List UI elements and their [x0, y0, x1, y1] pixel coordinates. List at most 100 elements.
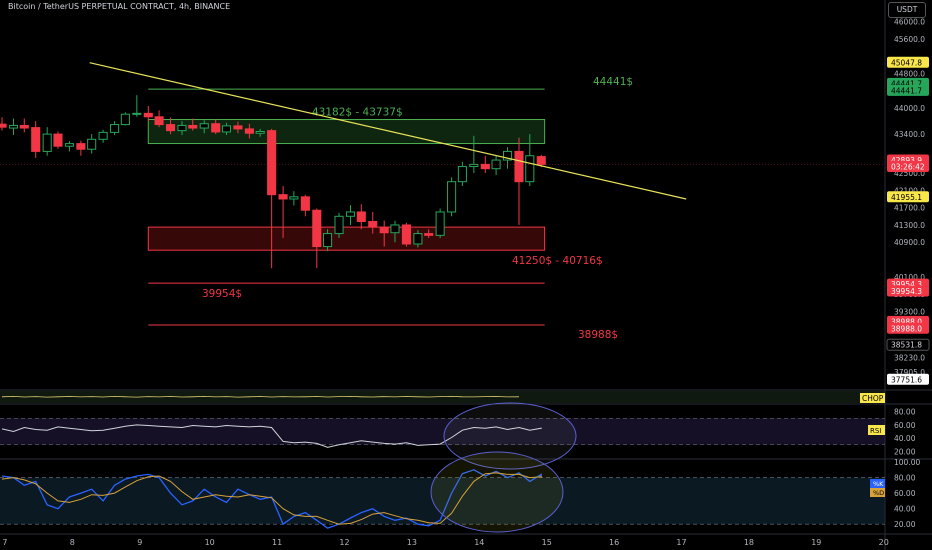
candle-body[interactable] — [0, 123, 7, 128]
time-tick-label: 15 — [542, 538, 552, 547]
price-axis-label-text: 38531.8 — [891, 341, 922, 350]
price-tick-label: 45600.0 — [894, 35, 925, 44]
time-tick-label: 8 — [70, 538, 75, 547]
candle-body[interactable] — [413, 233, 423, 245]
price-tick-label: 44800.0 — [894, 70, 925, 79]
chop-line — [1, 395, 520, 398]
rsi-line — [1, 424, 542, 448]
price-axis-label — [887, 84, 929, 96]
highlight-ellipse[interactable] — [443, 402, 577, 470]
trendline[interactable] — [89, 62, 687, 200]
price-axis-label — [886, 338, 930, 351]
price-tick-label: 41700.0 — [894, 204, 925, 213]
candle-body[interactable] — [424, 233, 434, 236]
candle-body[interactable] — [334, 215, 344, 235]
stoch-tick-label: 40.00 — [894, 505, 916, 514]
candle-body[interactable] — [300, 196, 310, 211]
candle-body[interactable] — [345, 211, 356, 217]
price-zone[interactable] — [147, 226, 546, 251]
price-axis-label-text: 39954.3 — [891, 287, 922, 296]
candle-body[interactable] — [368, 220, 378, 228]
candle-body[interactable] — [53, 133, 63, 147]
candle-body[interactable] — [188, 124, 198, 129]
candle-body[interactable] — [64, 143, 74, 147]
chop-legend-box — [860, 393, 885, 403]
rsi-tick-label: 20.00 — [894, 447, 916, 456]
price-axis-label-text: 37751.6 — [891, 375, 922, 384]
candle-body[interactable] — [154, 116, 164, 126]
candle-body[interactable] — [525, 155, 535, 183]
candle-body[interactable] — [87, 138, 97, 150]
candle-body[interactable] — [312, 209, 322, 248]
time-tick-label: 7 — [2, 538, 7, 547]
price-axis-label — [887, 191, 929, 203]
candle-body[interactable] — [278, 194, 288, 200]
stoch-d-legend-box — [870, 488, 885, 497]
stoch-tick-label: 20.00 — [894, 520, 916, 529]
time-tick-label: 18 — [744, 538, 754, 547]
candle-body[interactable] — [502, 150, 513, 161]
price-tick-label: 46000.0 — [894, 18, 925, 27]
price-axis-label — [887, 285, 929, 297]
candle-body[interactable] — [267, 130, 277, 196]
zone-label: 43182$ - 43737$ — [312, 107, 403, 119]
candle-body[interactable] — [110, 124, 120, 133]
candle-body[interactable] — [289, 196, 299, 200]
price-axis-label — [887, 160, 929, 172]
candle-body[interactable] — [356, 211, 366, 222]
candle-body[interactable] — [480, 163, 490, 170]
candle-body[interactable] — [31, 127, 41, 152]
highlight-ellipse[interactable] — [430, 451, 564, 533]
price-axis-label-text: 38988.0 — [891, 324, 922, 333]
candle-body[interactable] — [401, 224, 411, 245]
candle-body[interactable] — [19, 124, 29, 129]
candle-body[interactable] — [536, 156, 546, 165]
candle-body[interactable] — [255, 131, 265, 134]
candle-body[interactable] — [244, 128, 254, 134]
candle-body[interactable] — [177, 124, 187, 132]
price-tick-label: 44000.0 — [894, 104, 925, 113]
candle-body[interactable] — [165, 124, 176, 132]
time-tick-label: 11 — [272, 538, 282, 547]
time-tick-label: 12 — [339, 538, 349, 547]
candle-body[interactable] — [390, 224, 400, 234]
candle-body[interactable] — [233, 125, 243, 130]
candle-body[interactable] — [447, 181, 457, 213]
candle-body[interactable] — [514, 150, 524, 183]
price-axis-label-text: 44441.7 — [891, 79, 922, 88]
candle-body[interactable] — [120, 113, 130, 126]
price-tick-label: 39300.0 — [894, 307, 925, 316]
candle-body[interactable] — [199, 123, 209, 129]
stoch-series-1 — [1, 472, 542, 525]
candle-body[interactable] — [8, 124, 19, 129]
time-tick-label: 9 — [137, 538, 142, 547]
currency-button[interactable]: USDT — [888, 2, 926, 18]
candle-body[interactable] — [323, 233, 333, 248]
time-tick-label: 17 — [676, 538, 686, 547]
candle-body[interactable] — [132, 112, 142, 115]
candle-body[interactable] — [98, 131, 108, 140]
price-zone[interactable] — [147, 119, 546, 145]
price-axis-label — [887, 322, 929, 334]
price-axis-label-text: 41955.1 — [891, 193, 922, 202]
stoch-k-legend-box — [870, 479, 885, 488]
candle-body[interactable] — [457, 166, 467, 183]
candle-body[interactable] — [76, 143, 86, 150]
chop-background — [0, 391, 885, 403]
candle-body[interactable] — [379, 226, 389, 234]
time-tick-label: 14 — [474, 538, 484, 547]
candle-body[interactable] — [469, 163, 479, 168]
candle-body[interactable] — [211, 123, 221, 133]
rsi-tick-label: 40.00 — [894, 434, 916, 443]
price-axis-label-text: 38988.0 — [891, 317, 922, 326]
price-tick-label: 38230.0 — [894, 354, 925, 363]
price-axis-label-text: 44441.7 — [891, 86, 922, 95]
candle-body[interactable] — [221, 125, 232, 133]
zone-label: 41250$ - 40716$ — [512, 255, 603, 267]
candle-body[interactable] — [143, 112, 153, 118]
candle-body[interactable] — [435, 211, 445, 236]
stoch-d-legend: %D — [873, 489, 884, 497]
price-tick-label: 37905.0 — [894, 368, 925, 377]
candle-body[interactable] — [42, 133, 52, 152]
